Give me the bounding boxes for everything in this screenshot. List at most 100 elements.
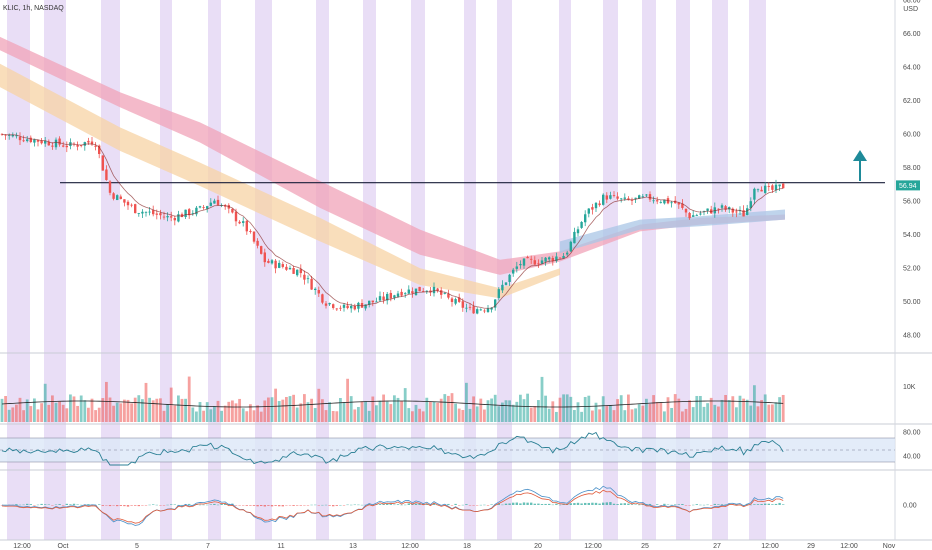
price-tick-label: 68.00 — [903, 0, 921, 5]
macd-histogram-bar — [152, 504, 155, 505]
candle-body — [494, 299, 497, 308]
macd-histogram-bar — [346, 504, 349, 506]
volume-bar — [371, 396, 375, 422]
volume-bar — [540, 376, 544, 422]
volume-bar — [645, 398, 648, 422]
candle-body — [80, 145, 83, 146]
volume-bar — [738, 395, 742, 422]
macd-histogram-bar — [767, 503, 770, 505]
candle-body — [260, 246, 263, 254]
macd-histogram-bar — [717, 504, 720, 505]
macd-histogram-bar — [108, 505, 112, 507]
volume-bar — [763, 394, 767, 422]
candle-body — [396, 293, 400, 297]
macd-histogram-bar — [238, 505, 241, 506]
volume-bar — [162, 410, 166, 422]
candle-body — [116, 195, 119, 201]
volume-bar — [101, 398, 105, 422]
volume-bar — [270, 397, 274, 422]
time-tick-label: 12:00 — [840, 543, 858, 550]
volume-bar — [241, 408, 245, 422]
candle-body — [382, 296, 385, 301]
volume-bar — [382, 394, 385, 422]
candle-body — [537, 263, 540, 265]
macd-histogram-bar — [47, 504, 50, 505]
volume-bar — [144, 382, 148, 422]
macd-histogram-bar — [461, 504, 464, 506]
candle-body — [108, 181, 112, 193]
macd-histogram-bar — [695, 504, 698, 505]
volume-bar — [655, 401, 659, 422]
macd-histogram-bar — [483, 504, 486, 506]
volume-bar — [58, 401, 61, 422]
price-axis[interactable]: 48.00 50.00 52.00 54.00 56.00 58.00 60.00 62.00… — [903, 0, 921, 510]
candle-body — [339, 307, 342, 309]
candle-body — [526, 256, 529, 259]
currency-label: USD — [903, 6, 918, 13]
volume-bar — [0, 398, 4, 422]
volume-bar — [97, 407, 101, 422]
volume-bar — [198, 401, 202, 422]
candle-body — [11, 134, 14, 137]
volume-bar — [18, 397, 22, 422]
time-axis[interactable]: 12:00 Oct 5 7 11 13 12:00 18 20 12:00 25 27 12:00 29 1… — [13, 543, 895, 550]
macd-histogram-bar — [677, 504, 680, 505]
macd-histogram-bar — [519, 503, 522, 505]
candle-body — [670, 202, 673, 204]
macd-histogram-bar — [364, 504, 367, 506]
candle-body — [170, 216, 173, 218]
rsi-tick-label: 80.00 — [903, 430, 921, 437]
volume-bar — [583, 396, 587, 422]
macd-histogram-bar — [407, 503, 410, 505]
volume-bar — [702, 406, 706, 422]
macd-histogram-bar — [432, 503, 436, 505]
macd-histogram-bar — [756, 504, 760, 505]
macd-histogram-bar — [188, 503, 191, 505]
macd-histogram-bar — [220, 503, 223, 505]
volume-bar — [450, 393, 454, 422]
volume-bar — [727, 400, 731, 422]
candle-body — [335, 308, 338, 310]
volume-bar — [436, 402, 439, 422]
macd-histogram-bar — [15, 504, 18, 505]
volume-bar — [252, 410, 256, 422]
volume-bar — [432, 401, 436, 422]
volume-bar — [115, 402, 119, 422]
volume-bar — [504, 400, 508, 422]
candle-body — [317, 289, 320, 294]
volume-bar — [65, 408, 69, 422]
macd-histogram-bar — [418, 503, 421, 505]
macd-histogram-bar — [357, 504, 360, 506]
volume-bar — [637, 404, 641, 422]
candle-body — [54, 139, 58, 148]
macd-histogram-bar — [602, 502, 605, 505]
candle-body — [756, 189, 760, 191]
candle-body — [530, 258, 533, 260]
volume-bar — [195, 411, 198, 422]
macd-histogram-bar — [321, 504, 324, 506]
volume-bar — [562, 394, 565, 422]
rsi-pane — [0, 431, 895, 466]
macd-histogram-bar — [101, 505, 104, 506]
volume-bar — [112, 405, 115, 422]
candle-body — [263, 252, 266, 263]
price-tick-label: 50.00 — [903, 299, 921, 306]
candle-body — [180, 214, 184, 218]
candle-body — [753, 188, 756, 200]
candle-body — [310, 278, 313, 290]
candle-body — [292, 267, 295, 274]
volume-bar — [749, 405, 753, 422]
candle-body — [566, 252, 569, 255]
candle-body — [407, 289, 410, 294]
volume-bar — [184, 398, 187, 422]
volume-bar — [155, 398, 159, 422]
candle-body — [90, 141, 94, 145]
candle-body — [126, 201, 130, 206]
macd-histogram-bar — [414, 503, 418, 505]
volume-bar — [22, 410, 25, 422]
volume-bar — [681, 411, 684, 422]
last-price-badge: 56.94 — [896, 180, 920, 191]
macd-histogram-bar — [252, 505, 256, 506]
macd-histogram-bar — [404, 504, 407, 506]
